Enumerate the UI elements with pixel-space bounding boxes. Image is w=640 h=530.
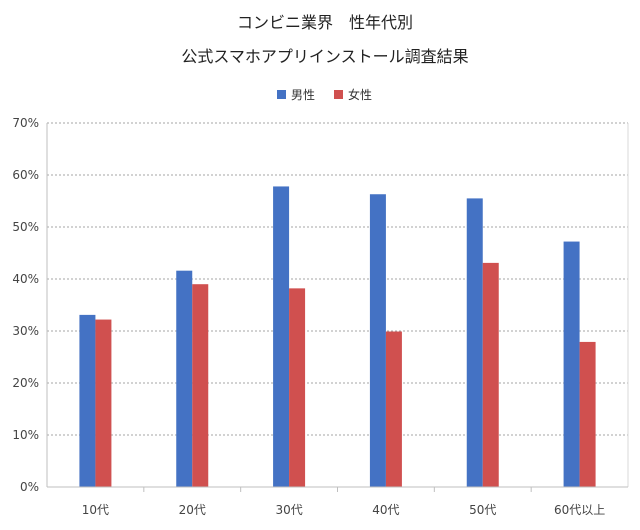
bar-男性-20代 <box>176 270 193 487</box>
legend-label: 女性 <box>348 87 372 102</box>
bar-男性-40代 <box>369 194 386 488</box>
x-tick-label: 60代以上 <box>554 503 605 517</box>
x-tick-label: 10代 <box>82 503 109 517</box>
y-tick-label: 60% <box>12 168 39 182</box>
y-tick-label: 20% <box>12 376 39 390</box>
bar-女性-20代 <box>192 284 209 487</box>
bar-男性-60代以上 <box>563 241 580 487</box>
bar-男性-10代 <box>79 314 96 487</box>
x-tick-label: 50代 <box>469 503 496 517</box>
legend-swatch-男性 <box>277 90 286 99</box>
legend: 男性 女性 <box>277 87 372 102</box>
bar-男性-50代 <box>466 198 483 487</box>
y-tick-label: 0% <box>20 480 39 494</box>
grid <box>47 122 628 436</box>
bars <box>79 186 596 488</box>
chart-subtitle: 公式スマホアプリインストール調査結果 <box>181 47 468 66</box>
y-tick-label: 40% <box>12 272 39 286</box>
bar-女性-60代以上 <box>579 341 596 487</box>
bar-女性-10代 <box>95 319 112 487</box>
legend-swatch-女性 <box>334 90 343 99</box>
x-tick-label: 40代 <box>372 503 399 517</box>
y-tick-label: 10% <box>12 428 39 442</box>
x-tick-label: 20代 <box>179 503 206 517</box>
tick-labels: 0% 10% 20% 30% 40% 50% 60% 70% 10代 20代 30代 40代 50代 60… <box>12 116 605 517</box>
bar-女性-50代 <box>482 262 499 487</box>
bar-女性-30代 <box>289 288 306 487</box>
bar-女性-40代 <box>385 331 402 487</box>
y-tick-label: 30% <box>12 324 39 338</box>
y-tick-label: 50% <box>12 220 39 234</box>
legend-label: 男性 <box>291 88 315 102</box>
chart-title: コンビニ業界 性年代別 <box>237 13 413 32</box>
bar-男性-30代 <box>273 186 290 487</box>
x-tick-label: 30代 <box>275 503 302 517</box>
axes <box>46 123 629 492</box>
y-tick-label: 70% <box>12 116 39 130</box>
